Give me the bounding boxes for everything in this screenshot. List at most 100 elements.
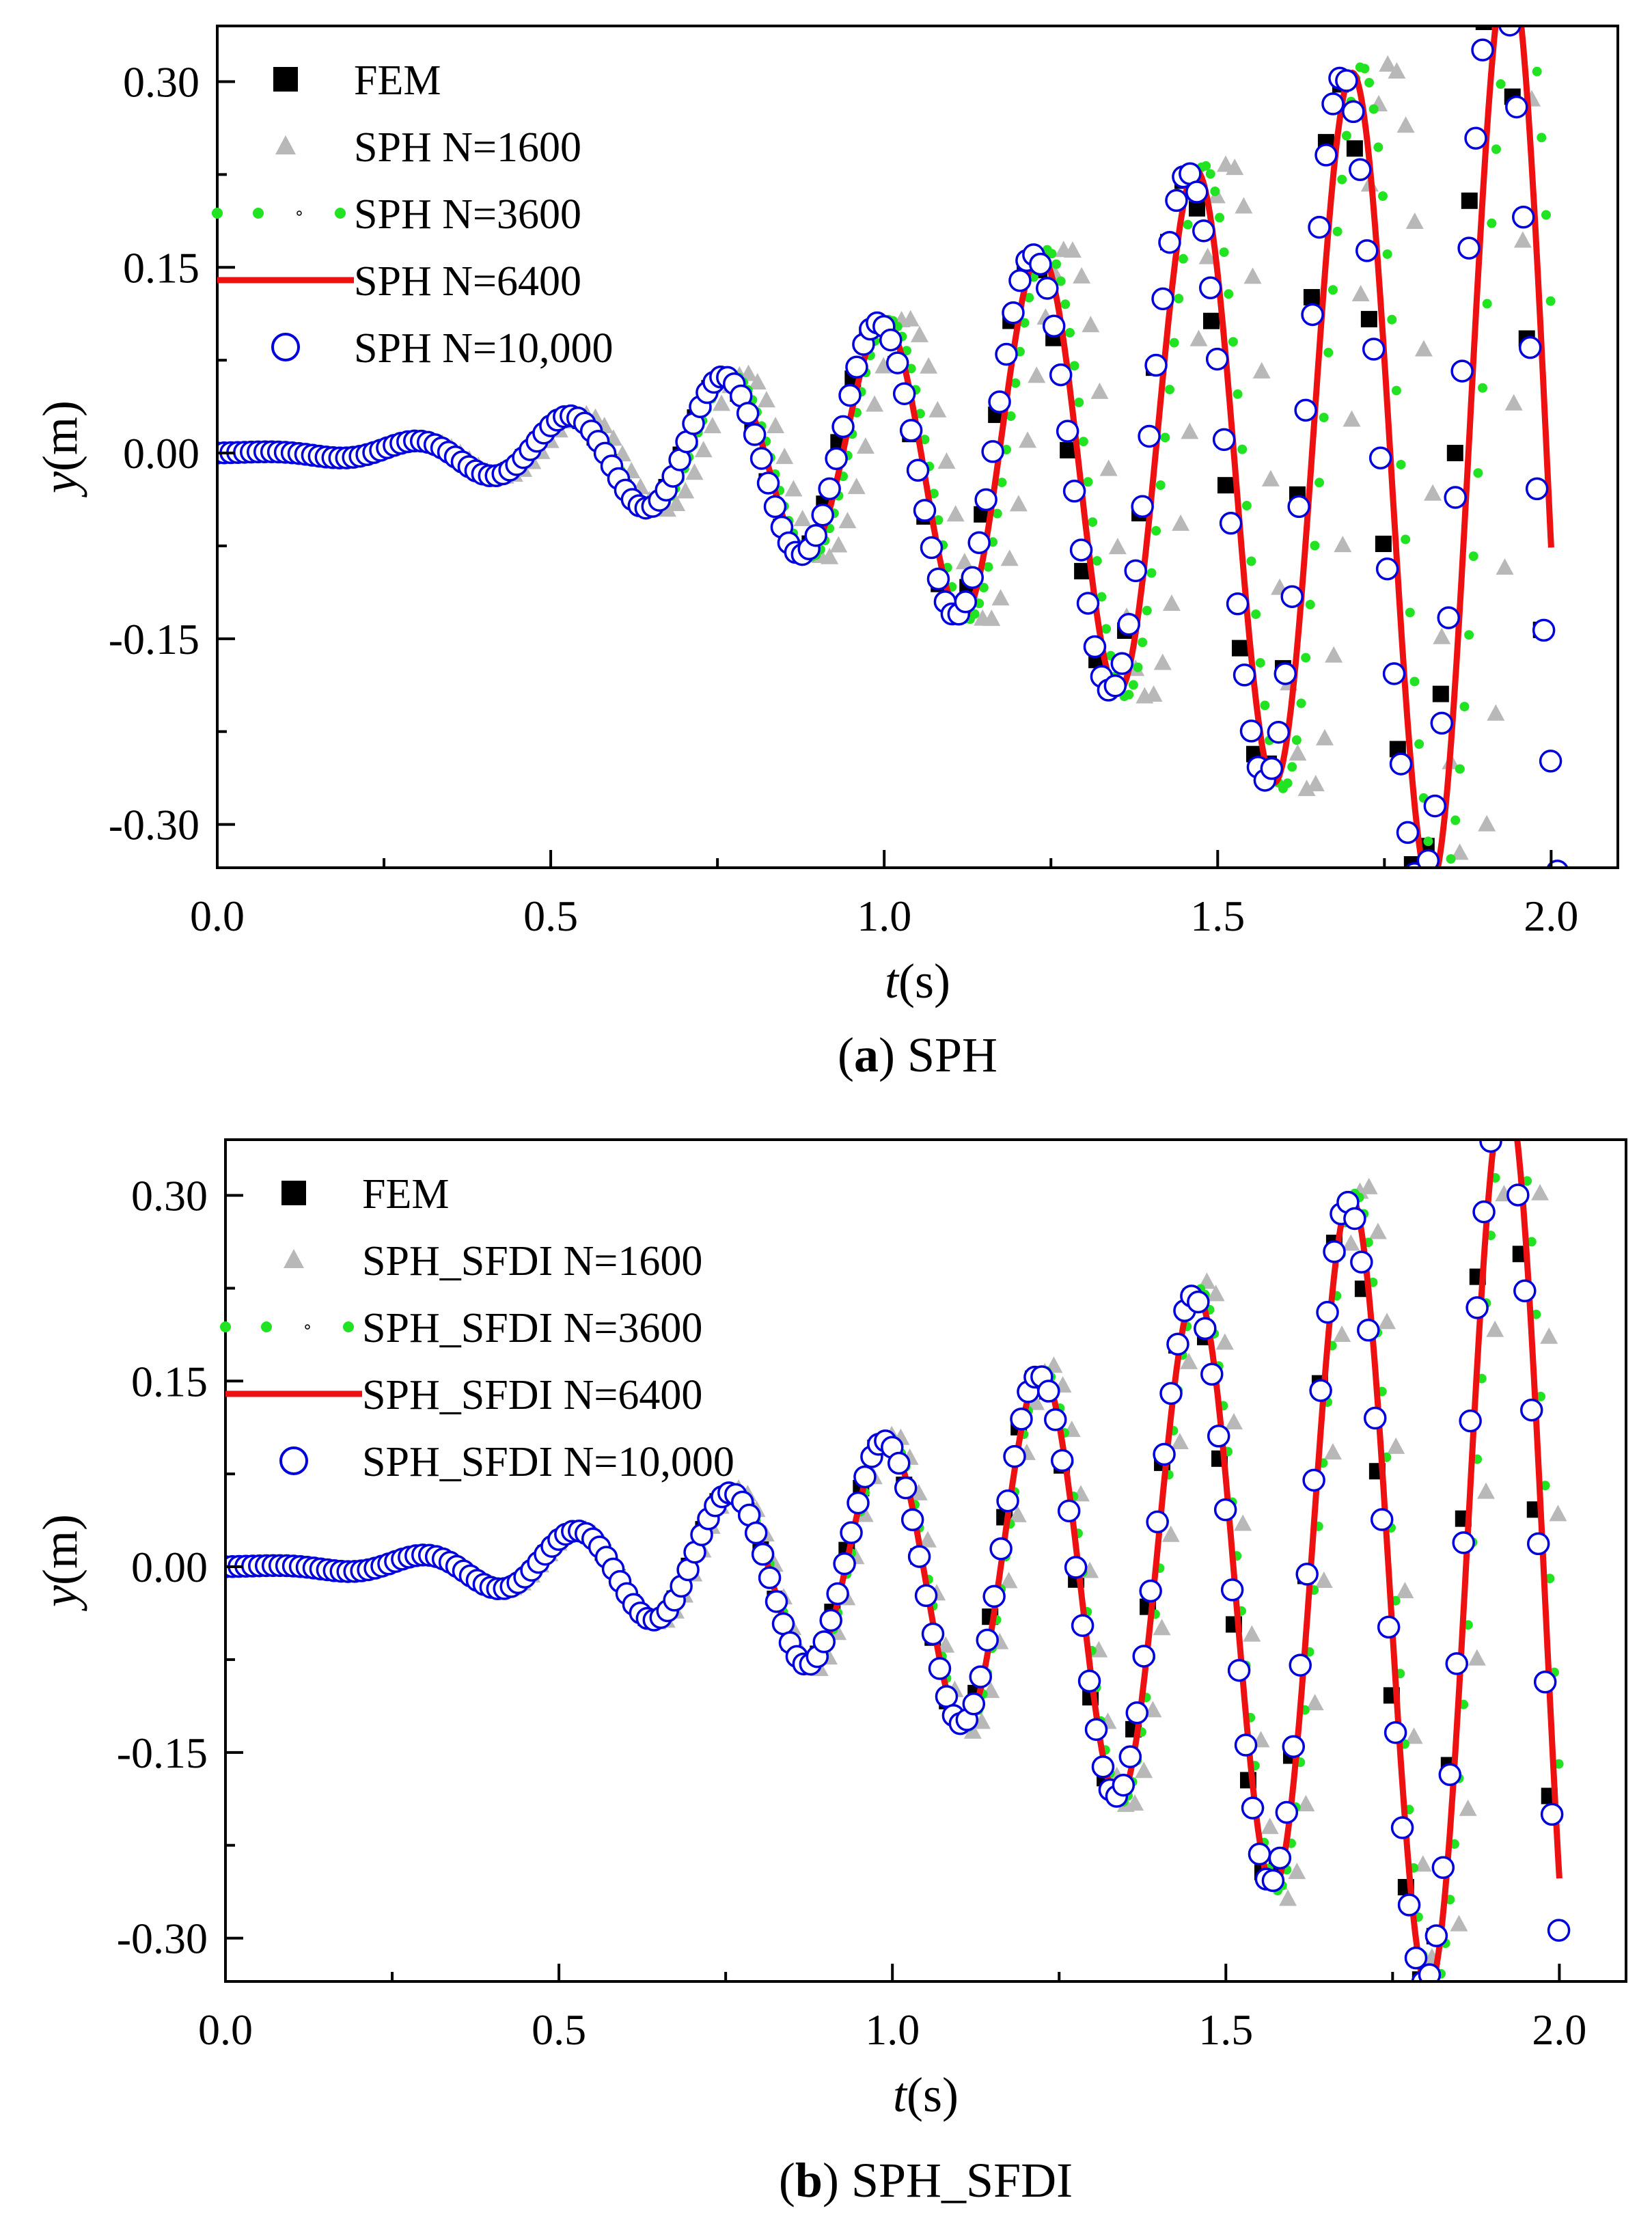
point-triangle-83 <box>955 553 974 570</box>
point-circle-112 <box>967 531 991 555</box>
point-triangle-131 <box>1388 61 1406 79</box>
point-circle-105 <box>928 1657 952 1680</box>
point-triangle-129 <box>1378 1313 1396 1330</box>
legend-item-dot: SPH N=3600 <box>212 191 581 238</box>
point-circle-100 <box>894 1476 918 1500</box>
point-square-84 <box>1446 445 1463 462</box>
point-triangle-70 <box>838 512 857 529</box>
point-circle-114 <box>989 1537 1013 1561</box>
point-dot-276 <box>1464 630 1474 640</box>
legend-item-square: FEM <box>273 57 441 104</box>
point-triangle-142 <box>1487 704 1505 721</box>
point-dot-184 <box>1047 249 1057 259</box>
legend-label: FEM <box>362 1171 449 1218</box>
point-circle-104 <box>921 1622 945 1646</box>
x-axis-label-a: t(s) <box>885 954 950 1008</box>
point-dot-218 <box>1201 161 1211 171</box>
point-dot-282 <box>1491 144 1501 154</box>
point-dot-243 <box>1314 478 1325 488</box>
point-triangle-125 <box>1342 1234 1360 1251</box>
point-circle-179 <box>1423 794 1447 818</box>
point-square-78 <box>1360 311 1377 328</box>
point-dot-222 <box>1219 247 1229 258</box>
point-circle-134 <box>1125 1701 1149 1725</box>
point-square-86 <box>1484 1114 1500 1130</box>
legend-triangle-icon <box>275 135 296 154</box>
point-dot-267 <box>1431 1986 1441 1995</box>
caption-a: (a) SPH <box>838 1028 997 1082</box>
point-circle-113 <box>982 1584 1006 1608</box>
point-triangle-130 <box>1387 1437 1405 1454</box>
point-circle-157 <box>1282 1735 1306 1758</box>
point-triangle-124 <box>1325 646 1343 663</box>
x-tick-label: 1.5 <box>1198 2005 1253 2054</box>
point-circle-190 <box>1498 26 1522 37</box>
point-circle-172 <box>1383 1720 1407 1744</box>
point-triangle-112 <box>1225 1413 1243 1430</box>
legend-item-triangle: SPH N=1600 <box>275 124 581 171</box>
point-triangle-95 <box>1063 241 1082 258</box>
point-dot-290 <box>1536 1391 1546 1401</box>
point-circle-141 <box>1165 189 1188 212</box>
point-circle-168 <box>1357 1319 1380 1342</box>
point-circle-138 <box>1144 353 1168 377</box>
point-dot-195 <box>1097 592 1107 602</box>
legend-dot-icon <box>261 1321 272 1332</box>
point-triangle-125 <box>1334 536 1352 553</box>
point-triangle-143 <box>1496 558 1514 575</box>
legend-label: SPH_SFDI N=6400 <box>362 1372 702 1418</box>
point-circle-163 <box>1314 143 1338 167</box>
plot-frame-b <box>224 1138 1627 1983</box>
point-circle-113 <box>974 488 997 512</box>
point-circle-112 <box>976 1628 999 1652</box>
point-circle-122 <box>1036 277 1059 300</box>
point-dot-221 <box>1215 212 1225 223</box>
point-circle-195 <box>1540 1802 1564 1826</box>
point-triangle-109 <box>1189 329 1208 346</box>
point-dot-179 <box>1024 292 1034 303</box>
point-triangle-79 <box>920 357 938 374</box>
point-dot-228 <box>1246 556 1256 566</box>
point-dot-191 <box>1078 437 1088 447</box>
legend-item-line: SPH N=6400 <box>217 258 581 305</box>
point-dot-227 <box>1241 501 1252 511</box>
point-triangle-77 <box>909 1483 928 1500</box>
point-circle-117 <box>1002 301 1025 325</box>
point-circle-184 <box>1465 1296 1489 1319</box>
point-triangle-111 <box>1215 1333 1234 1350</box>
point-circle-148 <box>1212 428 1236 452</box>
legend-dot-icon <box>343 1321 354 1332</box>
point-circle-99 <box>887 1451 911 1475</box>
point-circle-174 <box>1389 752 1413 776</box>
point-triangle-72 <box>856 437 875 454</box>
point-circle-126 <box>1062 479 1086 503</box>
point-circle-144 <box>1185 180 1209 204</box>
legend-circle-icon <box>279 1446 308 1475</box>
point-circle-125 <box>1064 1556 1088 1579</box>
point-circle-128 <box>1084 1718 1108 1741</box>
legend-square-icon <box>281 1181 306 1205</box>
point-triangle-106 <box>1170 1432 1189 1449</box>
point-triangle-60 <box>748 373 767 390</box>
point-circle-154 <box>1261 1869 1285 1893</box>
point-triangle-123 <box>1315 728 1334 745</box>
point-dot-208 <box>1155 480 1166 491</box>
point-dot-167 <box>969 609 980 619</box>
series-circle-0 <box>217 26 1569 868</box>
point-circle-104 <box>913 499 937 522</box>
point-triangle-133 <box>1405 212 1424 229</box>
point-circle-129 <box>1083 635 1107 659</box>
point-circle-111 <box>961 566 984 589</box>
point-dot-294 <box>1554 1759 1564 1769</box>
point-triangle-54 <box>694 441 713 458</box>
point-circle-167 <box>1350 1250 1373 1274</box>
point-triangle-52 <box>676 482 695 499</box>
x-tick-label: 2.0 <box>1532 2005 1586 2054</box>
point-triangle-120 <box>1297 1795 1315 1812</box>
point-dot-212 <box>1174 294 1184 304</box>
point-triangle-122 <box>1314 1571 1333 1588</box>
point-triangle-83 <box>963 1722 982 1739</box>
point-circle-128 <box>1076 592 1100 615</box>
point-triangle-104 <box>1144 685 1163 702</box>
